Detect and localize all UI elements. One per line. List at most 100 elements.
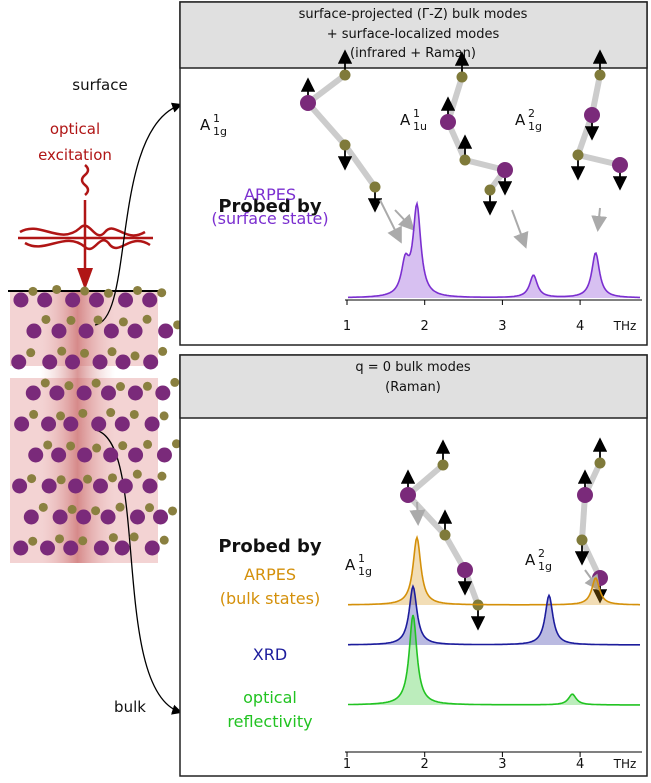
olive-atom [142, 381, 152, 391]
spectrum-name: reflectivity [227, 712, 312, 731]
olive-atom [456, 71, 468, 83]
pulse-arrow [77, 268, 93, 290]
olive-atom [29, 409, 39, 419]
olive-atom [115, 502, 125, 512]
spectrum-name: optical [243, 688, 297, 707]
purple-atom [93, 540, 109, 556]
probed-by: Probed by [218, 196, 322, 217]
olive-atom [439, 529, 451, 541]
purple-atom [127, 323, 143, 339]
panel-header [179, 1, 648, 69]
olive-atom [43, 440, 53, 450]
probed-by: Probed by [218, 536, 322, 557]
purple-atom [497, 162, 513, 178]
bond [342, 143, 378, 189]
mode-sup: 1 [213, 112, 220, 125]
surface-arrow [94, 102, 183, 326]
purple-atom [37, 292, 53, 308]
olive-atom [64, 381, 74, 391]
olive-atom [80, 286, 90, 296]
olive-atom [369, 181, 381, 193]
header-line: q = 0 bulk modes [355, 360, 470, 375]
purple-atom [12, 478, 28, 494]
purple-atom [117, 478, 133, 494]
olive-atom [103, 288, 113, 298]
olive-atom [41, 314, 51, 324]
olive-atom [40, 378, 50, 388]
mode-sub: 1u [413, 120, 427, 133]
purple-atom [115, 354, 131, 370]
purple-atom [88, 292, 104, 308]
purple-atom [143, 354, 159, 370]
header-line: + surface-localized modes [327, 27, 500, 42]
bond [305, 101, 348, 147]
x-tick-label: 4 [576, 757, 584, 772]
olive-atom [108, 533, 118, 543]
x-tick-label: 4 [576, 319, 584, 334]
x-tick-label: 3 [498, 757, 506, 772]
purple-atom [13, 540, 29, 556]
purple-atom [49, 385, 65, 401]
olive-atom [83, 474, 93, 484]
spectrum [348, 584, 640, 646]
purple-atom [23, 509, 39, 525]
olive-atom [157, 471, 167, 481]
spectrum [348, 614, 640, 706]
purple-atom [577, 487, 593, 503]
mode-sup: 1 [358, 552, 365, 565]
olive-atom [27, 474, 37, 484]
olive-atom [143, 439, 153, 449]
purple-atom [51, 447, 67, 463]
olive-atom [157, 288, 167, 298]
panel-header [179, 354, 648, 419]
x-tick-label: 2 [421, 319, 429, 334]
purple-atom [142, 292, 158, 308]
purple-atom [13, 292, 29, 308]
olive-atom [339, 69, 351, 81]
header-line: surface-projected (Γ-Z) bulk modes [299, 7, 528, 22]
olive-atom [168, 506, 178, 516]
mode-sup: 2 [538, 547, 545, 560]
purple-atom [92, 478, 108, 494]
purple-atom [68, 478, 84, 494]
pointer-arrow [584, 569, 601, 592]
olive-atom [576, 534, 588, 546]
purple-atom [11, 354, 27, 370]
olive-atom [159, 411, 169, 421]
olive-atom [118, 317, 128, 327]
mode-base: A [515, 111, 526, 129]
olive-atom [78, 536, 88, 546]
olive-atom [67, 504, 77, 514]
pointer-arrow [591, 207, 608, 232]
olive-atom [145, 503, 155, 513]
olive-atom [26, 348, 36, 358]
purple-atom [144, 540, 160, 556]
mode-base: A [525, 551, 536, 569]
purple-atom [52, 509, 68, 525]
mode-sub: 1g [213, 125, 227, 138]
purple-atom [114, 416, 130, 432]
olive-atom [115, 382, 125, 392]
olive-atom [130, 351, 140, 361]
olive-atom [56, 411, 66, 421]
purple-atom [144, 416, 160, 432]
olive-atom [129, 532, 139, 542]
olive-atom [80, 348, 90, 358]
olive-atom [66, 315, 76, 325]
purple-atom [77, 447, 93, 463]
purple-atom [92, 354, 108, 370]
purple-atom [156, 447, 172, 463]
spectrum-fill [348, 203, 640, 298]
olive-atom [52, 284, 62, 294]
x-tick-label: 1 [343, 319, 351, 334]
purple-atom [14, 416, 30, 432]
purple-atom [28, 447, 44, 463]
olive-atom [66, 441, 76, 451]
olive-atom [92, 443, 102, 453]
bulk-arrow [94, 429, 183, 715]
mode-base: A [200, 116, 211, 134]
purple-atom [78, 323, 94, 339]
purple-atom [300, 95, 316, 111]
mode-sup: 2 [528, 107, 535, 120]
